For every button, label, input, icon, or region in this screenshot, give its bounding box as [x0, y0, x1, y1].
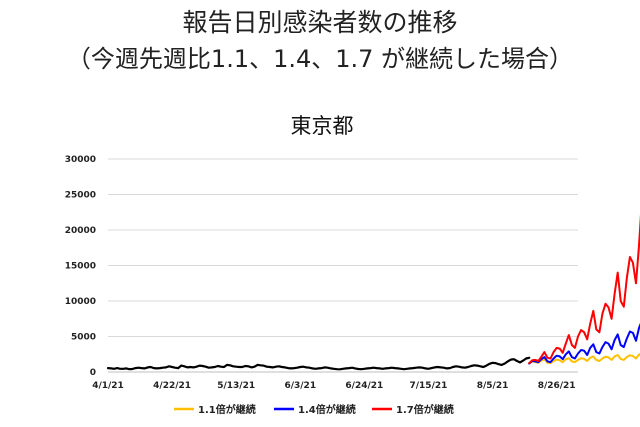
gridlines — [108, 158, 578, 337]
series-lines — [106, 214, 640, 371]
x-tick-label: 6/24/21 — [345, 381, 383, 391]
y-tick-label: 15000 — [65, 262, 96, 272]
x-tick-label: 4/1/21 — [92, 381, 124, 391]
x-tick-label: 5/13/21 — [217, 381, 255, 391]
legend-label: 1.1倍が継続 — [198, 403, 256, 416]
y-tick-label: 10000 — [65, 297, 96, 307]
axes: 0 5000 10000 15000 20000 25000 30000 4/1/21 4/22… — [65, 155, 578, 391]
legend-label: 1.4倍が継続 — [298, 403, 356, 416]
y-tick-label: 0 — [90, 368, 96, 378]
x-tick-label: 4/22/21 — [153, 381, 191, 391]
x-tick-label: 7/15/21 — [410, 381, 448, 391]
y-tick-label: 20000 — [65, 226, 96, 236]
x-tick-label: 8/26/21 — [538, 381, 576, 391]
y-tick-label: 30000 — [65, 155, 96, 165]
series-line-3 — [528, 214, 640, 365]
series-line-0 — [106, 356, 531, 371]
series-line-1 — [528, 353, 640, 365]
slide-title: 報告日別感染者数の推移 — [182, 8, 458, 37]
legend: 1.1倍が継続 1.4倍が継続 1.7倍が継続 — [174, 403, 454, 416]
series-line-2 — [528, 322, 640, 365]
legend-label: 1.7倍が継続 — [396, 403, 454, 416]
slide-subtitle: （今週先週比1.1、1.4、1.7 が継続した場合） — [66, 45, 574, 73]
x-tick-label: 6/3/21 — [284, 381, 316, 391]
chart-title: 東京都 — [291, 114, 354, 138]
y-tick-label: 5000 — [71, 333, 96, 343]
y-tick-label: 25000 — [65, 191, 96, 201]
x-tick-label: 8/5/21 — [477, 381, 509, 391]
